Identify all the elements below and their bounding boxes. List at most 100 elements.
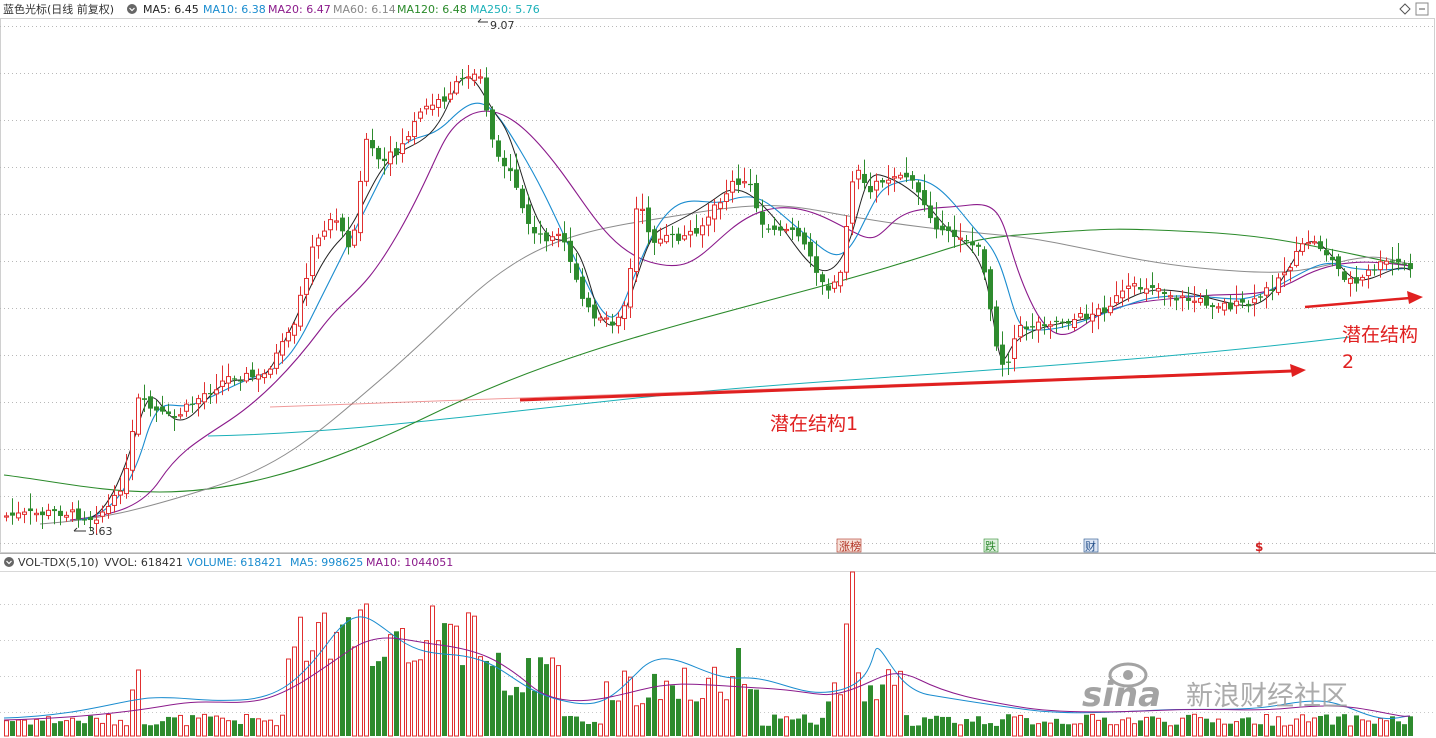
candle[interactable]: [508, 154, 513, 181]
volume-bar[interactable]: [886, 669, 891, 737]
volume-bar[interactable]: [1060, 723, 1065, 736]
volume-bar[interactable]: [952, 722, 957, 736]
volume-bar[interactable]: [1084, 714, 1089, 736]
volume-bar[interactable]: [1078, 723, 1083, 737]
volume-bar[interactable]: [1348, 725, 1353, 737]
candle[interactable]: [40, 507, 45, 529]
volume-bar[interactable]: [1144, 716, 1149, 737]
volume-bar[interactable]: [934, 715, 939, 736]
volume-bar[interactable]: [1168, 725, 1173, 737]
candle[interactable]: [238, 376, 243, 391]
candle[interactable]: [772, 216, 777, 236]
volume-bar[interactable]: [610, 700, 615, 736]
candle[interactable]: [928, 191, 933, 224]
volume-bar[interactable]: [226, 720, 231, 737]
candle[interactable]: [418, 108, 423, 122]
candle[interactable]: [124, 454, 129, 499]
candle[interactable]: [1096, 303, 1101, 330]
candle[interactable]: [724, 179, 729, 211]
volume-bar[interactable]: [328, 658, 333, 737]
candle[interactable]: [268, 365, 273, 379]
candle[interactable]: [382, 147, 387, 175]
volume-bar[interactable]: [748, 689, 753, 736]
candle[interactable]: [448, 81, 453, 103]
candle[interactable]: [520, 185, 525, 214]
candle[interactable]: [802, 227, 807, 250]
volume-bar[interactable]: [4, 720, 9, 737]
candle[interactable]: [1192, 286, 1197, 313]
candle[interactable]: [244, 366, 249, 384]
volume-bar[interactable]: [1186, 714, 1191, 736]
volume-bar[interactable]: [364, 603, 369, 737]
volume-bar[interactable]: [148, 725, 153, 736]
candle[interactable]: [1174, 295, 1179, 311]
volume-bar[interactable]: [844, 623, 849, 737]
candle[interactable]: [1012, 324, 1017, 372]
volume-bar[interactable]: [286, 658, 291, 737]
volume-bar[interactable]: [622, 670, 627, 737]
volume-bar[interactable]: [1342, 714, 1347, 736]
candle[interactable]: [952, 215, 957, 248]
volume-bar[interactable]: [1126, 717, 1131, 737]
candle[interactable]: [76, 500, 81, 528]
volume-bar[interactable]: [406, 662, 411, 737]
volume-bar[interactable]: [736, 648, 741, 736]
candle[interactable]: [970, 227, 975, 253]
candle[interactable]: [1264, 281, 1269, 309]
volume-bar[interactable]: [382, 656, 387, 736]
volume-bar[interactable]: [796, 718, 801, 736]
candle[interactable]: [994, 300, 999, 351]
candle[interactable]: [808, 233, 813, 268]
volume-bar[interactable]: [478, 656, 483, 737]
candle[interactable]: [1294, 236, 1299, 268]
volume-bar[interactable]: [1054, 718, 1059, 736]
volume-bar[interactable]: [958, 724, 963, 737]
candle[interactable]: [1390, 246, 1395, 276]
volume-bar[interactable]: [682, 667, 687, 737]
candle[interactable]: [1234, 285, 1239, 314]
candle[interactable]: [1408, 253, 1413, 278]
candle[interactable]: [202, 382, 207, 410]
candle[interactable]: [166, 403, 171, 417]
candle[interactable]: [1144, 278, 1149, 302]
volume-bar[interactable]: [640, 703, 645, 737]
candle[interactable]: [1102, 295, 1107, 322]
volume-bar[interactable]: [1090, 713, 1095, 737]
candle[interactable]: [1300, 238, 1305, 256]
candle[interactable]: [886, 165, 891, 196]
candle[interactable]: [544, 227, 549, 252]
volume-bar[interactable]: [1384, 720, 1389, 737]
volume-bar[interactable]: [466, 612, 471, 737]
candle[interactable]: [172, 409, 177, 432]
volume-bar[interactable]: [340, 624, 345, 736]
volume-bar[interactable]: [412, 660, 417, 737]
candle[interactable]: [106, 494, 111, 519]
candle[interactable]: [1186, 286, 1191, 310]
volume-bar[interactable]: [1264, 714, 1269, 737]
volume-bar[interactable]: [70, 717, 75, 737]
candle[interactable]: [1156, 283, 1161, 299]
candle[interactable]: [352, 224, 357, 248]
volume-bar[interactable]: [568, 715, 573, 736]
candle[interactable]: [388, 136, 393, 176]
candle[interactable]: [1336, 253, 1341, 277]
candle[interactable]: [1120, 279, 1125, 306]
volume-bar[interactable]: [28, 724, 33, 736]
candle[interactable]: [664, 224, 669, 244]
volume-bar[interactable]: [322, 612, 327, 737]
volume-bar[interactable]: [448, 623, 453, 737]
candle[interactable]: [754, 174, 759, 213]
volume-bar[interactable]: [562, 716, 567, 736]
candle[interactable]: [742, 167, 747, 188]
volume-bar[interactable]: [700, 698, 705, 737]
volume-bar[interactable]: [814, 724, 819, 736]
candle[interactable]: [706, 203, 711, 237]
candle[interactable]: [556, 227, 561, 248]
volume-bar[interactable]: [730, 676, 735, 737]
candle[interactable]: [1126, 273, 1131, 302]
candle[interactable]: [760, 199, 765, 238]
volume-bar[interactable]: [1276, 716, 1281, 737]
volume-bar[interactable]: [22, 719, 27, 737]
candle[interactable]: [1180, 290, 1185, 312]
volume-bar[interactable]: [1138, 720, 1143, 736]
